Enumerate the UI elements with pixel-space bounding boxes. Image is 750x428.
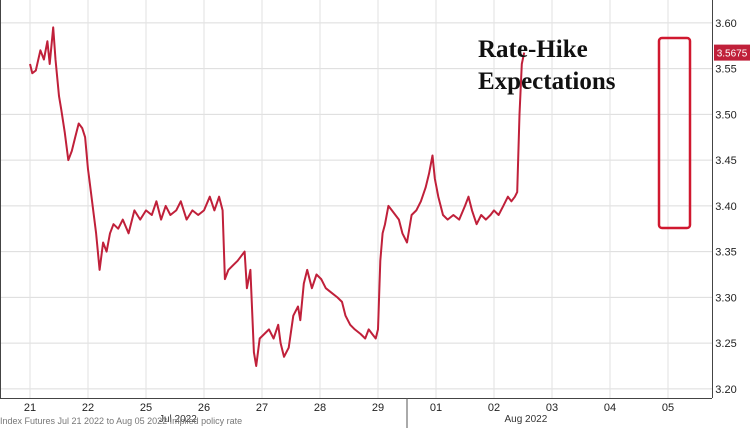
y-tick-label: 3.35 xyxy=(715,247,736,259)
x-tick-label: 28 xyxy=(314,402,326,414)
x-tick-label: 04 xyxy=(604,402,616,414)
y-tick-label: 3.55 xyxy=(715,64,736,76)
y-tick-label: 3.20 xyxy=(715,384,736,396)
x-tick-label: 25 xyxy=(140,402,152,414)
annotation-title-line: Rate-Hike xyxy=(478,36,588,63)
annotation-title-line: Expectations xyxy=(478,68,616,95)
y-tick-label: 3.60 xyxy=(715,18,736,30)
month-label: Jul 2022 xyxy=(159,414,197,425)
annotation-layer: 3.5675 Rate-Hike Expectations xyxy=(478,36,750,230)
x-tick-label: 01 xyxy=(430,402,442,414)
x-tick-label: 22 xyxy=(82,402,94,414)
y-tick-label: 3.40 xyxy=(715,201,736,213)
x-tick-label: 27 xyxy=(256,402,268,414)
y-tick-label: 3.25 xyxy=(715,338,736,350)
source-footnote: Index Futures Jul 21 2022 to Aug 05 2022… xyxy=(0,416,243,426)
month-label: Aug 2022 xyxy=(504,414,547,425)
series-layer xyxy=(29,26,526,367)
x-tick-label: 02 xyxy=(488,402,500,414)
y-tick-label: 3.30 xyxy=(715,292,736,304)
highlight-box xyxy=(657,36,692,230)
y-axis: 3.20 3.25 3.30 3.35 3.40 3.45 3.50 3.55 3.60 xyxy=(712,0,737,398)
gridlines xyxy=(0,0,712,398)
x-tick-label: 21 xyxy=(24,402,36,414)
x-tick-label: 26 xyxy=(198,402,210,414)
x-tick-label: 03 xyxy=(546,402,558,414)
x-tick-label: 29 xyxy=(372,402,384,414)
y-tick-label: 3.50 xyxy=(715,109,736,121)
x-tick-label: 05 xyxy=(662,402,674,414)
series-line xyxy=(29,26,526,367)
y-tick-label: 3.45 xyxy=(715,155,736,167)
last-value-tag xyxy=(714,44,750,61)
x-axis: 21 22 25 26 27 28 29 01 02 03 04 05 Jul 2022 Aug 2022 xyxy=(0,0,712,428)
last-value-label: 3.5675 xyxy=(717,49,748,60)
